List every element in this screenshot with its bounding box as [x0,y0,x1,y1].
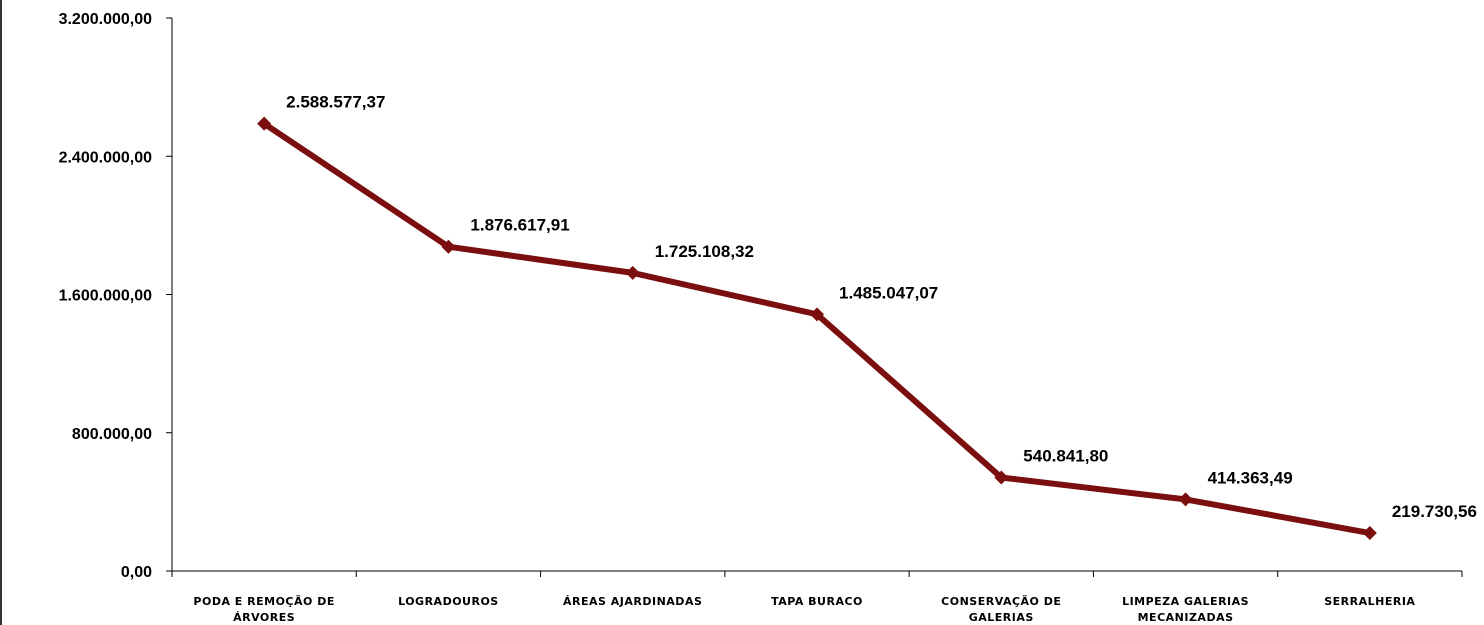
x-tick-label: LOGRADOUROS [398,595,499,608]
x-tick-label-line: SERRALHERIA [1324,595,1415,608]
data-point-marker [1178,492,1193,507]
x-tick-label-line: CONSERVAÇÃO DE [941,595,1061,608]
x-tick-label: ÁREAS AJARDINADAS [563,595,702,608]
x-tick-label-line: ÁRVORES [233,611,295,624]
x-tick-label-line: MECANIZADAS [1138,611,1234,624]
y-tick-label: 2.400.000,00 [59,149,153,166]
data-label: 1.725.108,32 [655,242,754,261]
data-point-marker [994,470,1009,485]
x-tick-label-line: LOGRADOUROS [398,595,499,608]
data-point-marker [441,239,456,254]
x-tick-label: PODA E REMOÇÃO DE ÁRVORES [193,595,334,624]
series-line [261,120,1373,537]
x-tick-label-line: LIMPEZA GALERIAS [1122,595,1249,608]
x-tick-label: TAPA BURACO [771,595,863,608]
data-label: 540.841,80 [1023,447,1108,466]
data-label: 1.485.047,07 [839,283,938,302]
data-label: 2.588.577,37 [286,93,385,112]
y-tick-label: 800.000,00 [72,426,152,443]
x-tick-label: CONSERVAÇÃO DE GALERIAS [941,595,1061,624]
data-label: 1.876.617,91 [470,216,569,235]
x-tick-label-line: GALERIAS [969,611,1034,624]
x-tick-label-line: ÁREAS AJARDINADAS [563,595,702,608]
y-tick-label: 1.600.000,00 [59,288,153,305]
data-label: 219.730,56 [1392,502,1477,521]
y-tick-label: 3.200.000,00 [59,11,153,28]
x-tick-label: LIMPEZA GALERIAS MECANIZADAS [1122,595,1249,624]
data-label: 414.363,49 [1208,468,1293,487]
data-point-marker [257,116,272,131]
x-tick-label: SERRALHERIA [1324,595,1415,608]
x-tick-label-line: TAPA BURACO [771,595,863,608]
data-point-marker [1362,526,1377,541]
x-tick-label-line: PODA E REMOÇÃO DE [193,595,334,608]
y-tick-label: 0,00 [121,564,152,581]
data-point-marker [625,265,640,280]
data-point-marker [810,307,824,322]
